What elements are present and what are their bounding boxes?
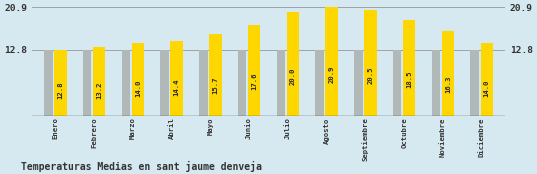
Text: 18.5: 18.5 [406,71,412,88]
Bar [277,49,285,116]
Bar [248,25,260,116]
Text: 16.3: 16.3 [445,75,451,93]
Bar [83,49,91,116]
Bar [238,49,246,116]
Bar [354,49,362,116]
Text: 14.4: 14.4 [173,79,179,96]
Bar [161,49,169,116]
Text: 20.5: 20.5 [367,67,373,84]
Bar [432,49,440,116]
Bar [470,49,479,116]
Text: 14.0: 14.0 [484,80,490,97]
Bar [209,34,222,116]
Bar [132,43,144,116]
Bar [93,48,105,116]
Bar [44,49,53,116]
Bar [325,7,338,116]
Bar [170,41,183,116]
Text: 17.6: 17.6 [251,73,257,90]
Bar [315,49,324,116]
Bar [364,10,376,116]
Text: 12.8: 12.8 [57,82,63,100]
Bar [393,49,402,116]
Bar [481,43,493,116]
Bar [121,49,130,116]
Bar [287,12,299,116]
Text: 14.0: 14.0 [135,80,141,97]
Text: 13.2: 13.2 [96,81,102,99]
Text: 20.0: 20.0 [290,68,296,85]
Bar [442,31,454,116]
Text: Temperaturas Medias en sant jaume denveja: Temperaturas Medias en sant jaume denvej… [21,161,263,172]
Text: 20.9: 20.9 [329,66,335,84]
Bar [54,49,67,116]
Bar [199,49,208,116]
Bar [403,20,416,116]
Text: 15.7: 15.7 [213,76,219,94]
